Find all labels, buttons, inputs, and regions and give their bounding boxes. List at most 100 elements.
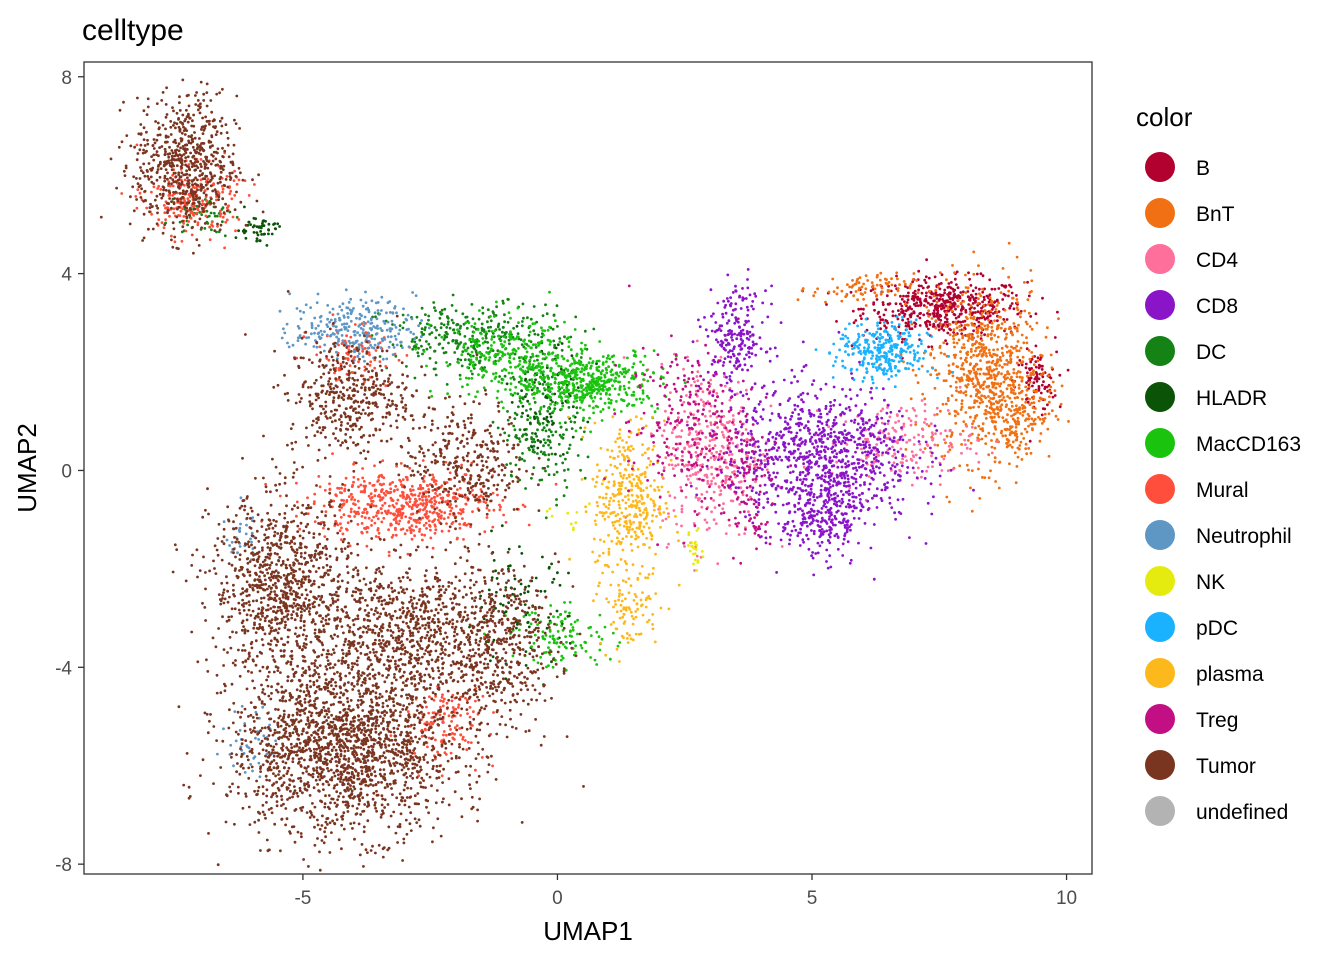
data-point bbox=[751, 325, 754, 329]
data-point bbox=[802, 512, 806, 516]
data-point bbox=[565, 451, 569, 454]
data-point bbox=[517, 321, 520, 324]
data-point bbox=[443, 307, 447, 311]
data-point bbox=[567, 571, 570, 575]
data-point bbox=[780, 545, 784, 548]
data-point bbox=[580, 390, 584, 393]
data-point bbox=[832, 430, 836, 434]
data-point bbox=[903, 282, 907, 286]
data-point bbox=[1048, 389, 1052, 393]
data-point bbox=[507, 564, 510, 568]
data-point bbox=[433, 306, 436, 310]
data-point bbox=[829, 485, 832, 489]
data-point bbox=[967, 295, 971, 299]
data-point bbox=[484, 336, 488, 340]
data-point bbox=[993, 456, 997, 460]
data-point bbox=[825, 303, 828, 306]
data-point bbox=[955, 270, 959, 274]
data-point bbox=[1015, 432, 1018, 436]
data-point bbox=[902, 294, 905, 298]
data-point bbox=[518, 359, 522, 363]
data-point bbox=[506, 410, 509, 413]
data-point bbox=[495, 590, 498, 594]
data-point bbox=[978, 287, 981, 291]
data-point bbox=[535, 391, 539, 395]
data-point bbox=[552, 339, 556, 343]
data-point bbox=[485, 370, 488, 374]
data-point bbox=[849, 290, 853, 294]
data-point bbox=[845, 523, 849, 527]
data-point bbox=[909, 313, 913, 317]
data-point bbox=[842, 537, 846, 541]
data-point bbox=[857, 458, 861, 462]
data-point bbox=[446, 322, 450, 326]
data-point bbox=[948, 323, 952, 326]
data-point bbox=[1049, 353, 1053, 357]
data-point bbox=[866, 499, 870, 503]
data-point bbox=[854, 450, 857, 454]
data-point bbox=[815, 496, 819, 499]
data-point bbox=[523, 342, 527, 346]
data-point bbox=[480, 322, 484, 326]
data-point bbox=[1009, 285, 1013, 289]
data-point bbox=[993, 319, 996, 323]
data-point bbox=[875, 443, 879, 446]
data-point bbox=[906, 298, 910, 302]
data-point bbox=[846, 283, 849, 286]
data-point bbox=[1041, 417, 1045, 421]
data-point bbox=[833, 449, 837, 453]
data-point bbox=[627, 386, 631, 390]
data-point bbox=[454, 309, 458, 313]
data-point bbox=[730, 371, 734, 374]
data-point bbox=[1034, 365, 1038, 369]
data-point bbox=[894, 302, 898, 306]
data-point bbox=[973, 306, 976, 310]
data-point bbox=[518, 428, 522, 432]
data-point bbox=[733, 321, 737, 325]
data-point bbox=[925, 291, 928, 295]
data-point bbox=[1022, 437, 1026, 440]
data-point bbox=[826, 433, 830, 436]
data-point bbox=[760, 386, 764, 389]
data-point bbox=[858, 276, 862, 279]
data-point bbox=[911, 466, 915, 470]
data-point bbox=[530, 440, 534, 444]
data-point bbox=[846, 474, 850, 478]
data-point bbox=[545, 364, 549, 367]
data-point bbox=[536, 333, 540, 337]
data-point bbox=[500, 381, 504, 385]
data-point bbox=[944, 313, 948, 317]
data-point bbox=[937, 282, 941, 286]
data-point bbox=[1002, 396, 1006, 399]
data-point bbox=[906, 317, 910, 321]
data-point bbox=[933, 312, 936, 315]
data-point bbox=[730, 349, 734, 353]
data-point bbox=[819, 432, 822, 435]
data-point bbox=[885, 411, 889, 415]
data-point bbox=[599, 392, 603, 396]
data-point bbox=[884, 308, 888, 312]
data-point bbox=[791, 411, 795, 414]
data-point bbox=[860, 430, 864, 433]
data-point bbox=[772, 462, 776, 465]
data-point bbox=[798, 497, 802, 500]
data-point bbox=[787, 489, 791, 493]
data-point bbox=[991, 408, 995, 411]
data-point bbox=[832, 502, 836, 506]
data-point bbox=[998, 461, 1001, 464]
data-point bbox=[1049, 376, 1053, 380]
data-point bbox=[493, 315, 496, 318]
data-point bbox=[721, 423, 725, 427]
data-point bbox=[1013, 346, 1017, 350]
data-point bbox=[905, 301, 909, 304]
data-point bbox=[835, 473, 839, 477]
data-point bbox=[891, 310, 895, 313]
data-point bbox=[788, 397, 792, 400]
data-point bbox=[757, 498, 761, 501]
data-point bbox=[521, 369, 524, 372]
data-point bbox=[501, 326, 505, 329]
data-point bbox=[939, 318, 943, 322]
data-point bbox=[771, 393, 775, 397]
data-point bbox=[819, 412, 823, 416]
data-point bbox=[696, 370, 700, 373]
